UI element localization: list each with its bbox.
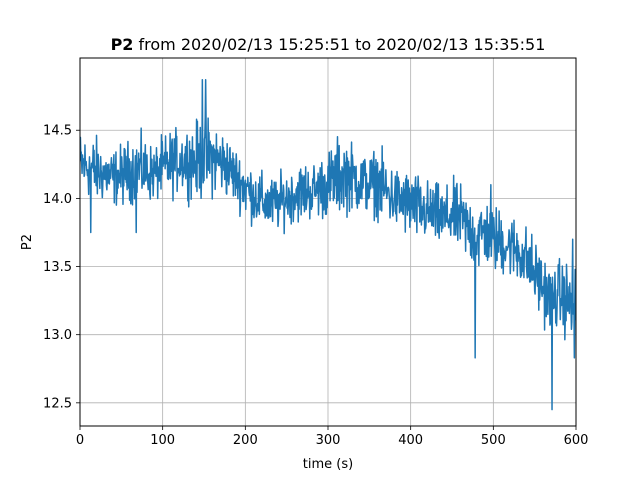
x-axis-ticks: 0 100 200 300 400 500 600 — [76, 426, 589, 448]
y-tick-label: 12.5 — [43, 396, 72, 411]
plot-area — [80, 79, 576, 411]
y-tick-label: 13.0 — [43, 328, 72, 343]
chart-title: P2 from 2020/02/13 15:25:51 to 2020/02/1… — [111, 35, 546, 54]
x-tick-label: 0 — [76, 433, 84, 448]
y-tick-label: 13.5 — [43, 260, 72, 275]
y-axis-label: P2 — [20, 234, 35, 250]
x-tick-label: 200 — [233, 433, 258, 448]
x-tick-label: 300 — [316, 433, 341, 448]
y-axis-ticks: 12.5 13.0 13.5 14.0 14.5 — [43, 124, 80, 411]
chart-title-rest: from 2020/02/13 15:25:51 to 2020/02/13 1… — [133, 35, 545, 54]
chart-title-bold: P2 — [111, 35, 134, 54]
x-tick-label: 400 — [398, 433, 423, 448]
x-tick-label: 100 — [150, 433, 175, 448]
y-tick-label: 14.5 — [43, 124, 72, 139]
y-tick-label: 14.0 — [43, 192, 72, 207]
x-tick-label: 600 — [564, 433, 589, 448]
series-line-p2 — [80, 79, 576, 411]
x-axis-label: time (s) — [303, 457, 353, 472]
x-tick-label: 500 — [481, 433, 506, 448]
grid — [79, 58, 577, 426]
